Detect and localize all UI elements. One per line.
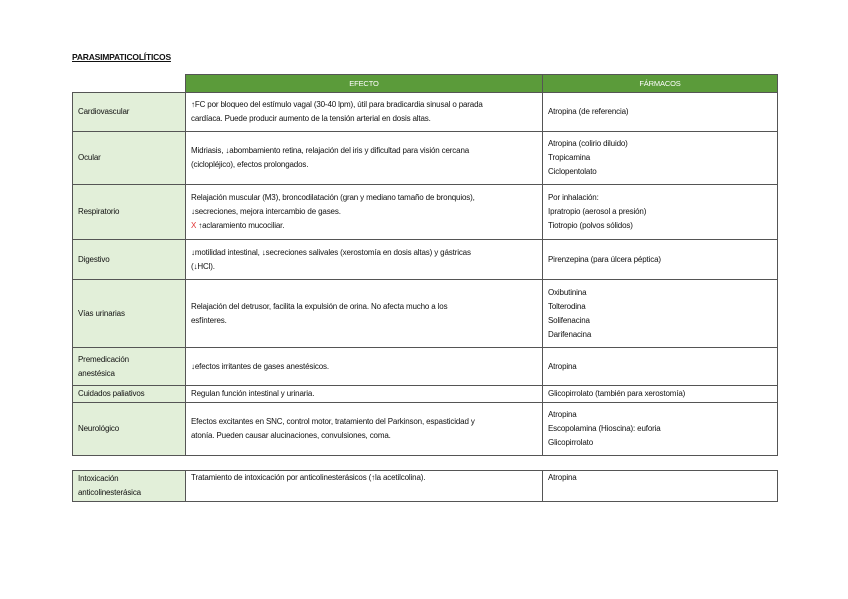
table-row: Ocular Midriasis, ↓abombamiento retina, r…	[72, 131, 778, 185]
cell-line: Tolterodina	[548, 301, 586, 311]
effect-cell: ↓efectos irritantes de gases anestésicos…	[185, 347, 543, 386]
system-cell: Ocular	[72, 131, 186, 185]
cell-line: Neurológico	[78, 424, 120, 433]
effect-cell: Efectos excitantes en SNC, control motor…	[185, 402, 543, 456]
cell-line: Tiotropio (polvos sólidos)	[548, 221, 633, 230]
page-title: PARASIMPATICOLÍTICOS	[72, 52, 171, 62]
cross-mark: X	[191, 221, 197, 230]
header-blank	[72, 74, 186, 93]
effect-cell: Midriasis, ↓abombamiento retina, relajac…	[185, 131, 543, 185]
table-row: Cardiovascular ↑FC por bloqueo del estímu…	[72, 92, 778, 132]
cell-line: Glicopirrolato (también para xerostomía)	[548, 389, 686, 398]
table-row: Vías urinarias Relajación del detrusor, f…	[72, 279, 778, 348]
effect-cell: Regulan función intestinal y urinaria.	[185, 385, 543, 403]
cell-line: Atropina	[548, 473, 577, 482]
cell-line: ↓secreciones, mejora intercambio de gase…	[191, 207, 341, 216]
drugs-cell: Por inhalación: Ipratropio (aerosol a pre…	[542, 184, 778, 240]
effect-cell: ↓motilidad intestinal, ↓secreciones sali…	[185, 239, 543, 280]
effect-cell: Relajación muscular (M3), broncodilataci…	[185, 184, 543, 240]
cell-line: Pirenzepina (para úlcera péptica)	[548, 254, 661, 264]
cell-line: (ciclopléjico), efectos prolongados.	[191, 160, 309, 169]
cell-line: Intoxicación	[78, 474, 119, 483]
system-cell: Cuidados paliativos	[72, 385, 186, 403]
cell-line: Ipratropio (aerosol a presión)	[548, 207, 647, 216]
cell-line: Oxibutinina	[548, 287, 587, 297]
effect-cell: ↑FC por bloqueo del estímulo vagal (30-4…	[185, 92, 543, 132]
cell-line: ↓motilidad intestinal, ↓secreciones sali…	[191, 247, 471, 257]
cell-line: anticolinesterásica	[78, 488, 141, 497]
table-row: Cuidados paliativos Regulan función intes…	[72, 385, 778, 403]
drugs-cell: Atropina (de referencia)	[542, 92, 778, 132]
cell-line: Respiratorio	[78, 207, 120, 216]
cell-line: anestésica	[78, 368, 115, 378]
drugs-cell: Pirenzepina (para úlcera péptica)	[542, 239, 778, 280]
system-cell: Intoxicación anticolinesterásica	[72, 470, 186, 502]
cell-line: Vías urinarias	[78, 308, 125, 318]
cell-line: Cuidados paliativos	[78, 389, 145, 398]
cell-line: Premedicación	[78, 354, 129, 364]
cell-line: Atropina (de referencia)	[548, 107, 629, 116]
drugs-cell: Atropina Escopolamina (Hioscina): euforia…	[542, 402, 778, 456]
cell-line: (↓HCl).	[191, 261, 215, 271]
cell-line: Atropina (colirio diluido)	[548, 139, 628, 148]
drugs-cell: Glicopirrolato (también para xerostomía)	[542, 385, 778, 403]
system-cell: Vías urinarias	[72, 279, 186, 348]
drugs-cell: Atropina (colirio diluido) Tropicamina Cic…	[542, 131, 778, 185]
system-cell: Respiratorio	[72, 184, 186, 240]
cell-line: Ocular	[78, 153, 101, 162]
system-cell: Cardiovascular	[72, 92, 186, 132]
table-row: Respiratorio Relajación muscular (M3), br…	[72, 184, 778, 240]
header-farmacos: FÁRMACOS	[542, 74, 778, 93]
table-header-row: EFECTO FÁRMACOS	[72, 74, 778, 93]
cell-line: cardíaca. Puede producir aumento de la t…	[191, 114, 431, 123]
drugs-cell: Oxibutinina Tolterodina Solifenacina Darife…	[542, 279, 778, 348]
system-cell: Digestivo	[72, 239, 186, 280]
table-row: Premedicación anestésica ↓efectos irritant…	[72, 347, 778, 386]
cell-line: Regulan función intestinal y urinaria.	[191, 389, 315, 398]
cell-line: Glicopirrolato	[548, 438, 594, 447]
cell-line: Relajación del detrusor, facilita la exp…	[191, 301, 448, 311]
cell-line: Midriasis, ↓abombamiento retina, relajac…	[191, 146, 470, 155]
cell-line: Tropicamina	[548, 153, 591, 162]
effect-cell: Tratamiento de intoxicación por anticoli…	[185, 470, 543, 502]
cell-line: ↓efectos irritantes de gases anestésicos…	[191, 361, 329, 371]
cell-line: Efectos excitantes en SNC, control motor…	[191, 417, 475, 426]
drugs-cell: Atropina	[542, 470, 778, 502]
table-row: Neurológico Efectos excitantes en SNC, co…	[72, 402, 778, 456]
cell-line: Atropina	[548, 410, 577, 419]
effect-extra-text: ↑aclaramiento mucociliar.	[198, 221, 285, 230]
cell-line: ↑FC por bloqueo del estímulo vagal (30-4…	[191, 100, 483, 109]
table-row: Digestivo ↓motilidad intestinal, ↓secreci…	[72, 239, 778, 280]
cell-line: esfínteres.	[191, 315, 227, 325]
table-row: Intoxicación anticolinesterásica Tratamien…	[72, 470, 778, 502]
cell-line: Darifenacina	[548, 329, 592, 339]
cell-line: atonía. Pueden causar alucinaciones, con…	[191, 431, 391, 440]
effect-extra-line: X ↑aclaramiento mucociliar.	[191, 219, 537, 233]
cell-line: Ciclopentolato	[548, 167, 597, 176]
cell-line: Solifenacina	[548, 315, 590, 325]
effect-cell: Relajación del detrusor, facilita la exp…	[185, 279, 543, 348]
drugs-cell: Atropina	[542, 347, 778, 386]
drug-table: EFECTO FÁRMACOS Cardiovascular ↑FC por bl…	[72, 74, 778, 456]
cell-line: Relajación muscular (M3), broncodilataci…	[191, 193, 475, 202]
cell-line: Cardiovascular	[78, 107, 130, 116]
cell-line: Por inhalación:	[548, 193, 599, 202]
cell-line: Tratamiento de intoxicación por anticoli…	[191, 473, 426, 482]
system-cell: Premedicación anestésica	[72, 347, 186, 386]
cell-line: Escopolamina (Hioscina): euforia	[548, 424, 661, 433]
cell-line: Atropina	[548, 361, 577, 371]
cell-line: Digestivo	[78, 254, 110, 264]
system-cell: Neurológico	[72, 402, 186, 456]
header-efecto: EFECTO	[185, 74, 543, 93]
intoxication-table: Intoxicación anticolinesterásica Tratamien…	[72, 470, 778, 502]
